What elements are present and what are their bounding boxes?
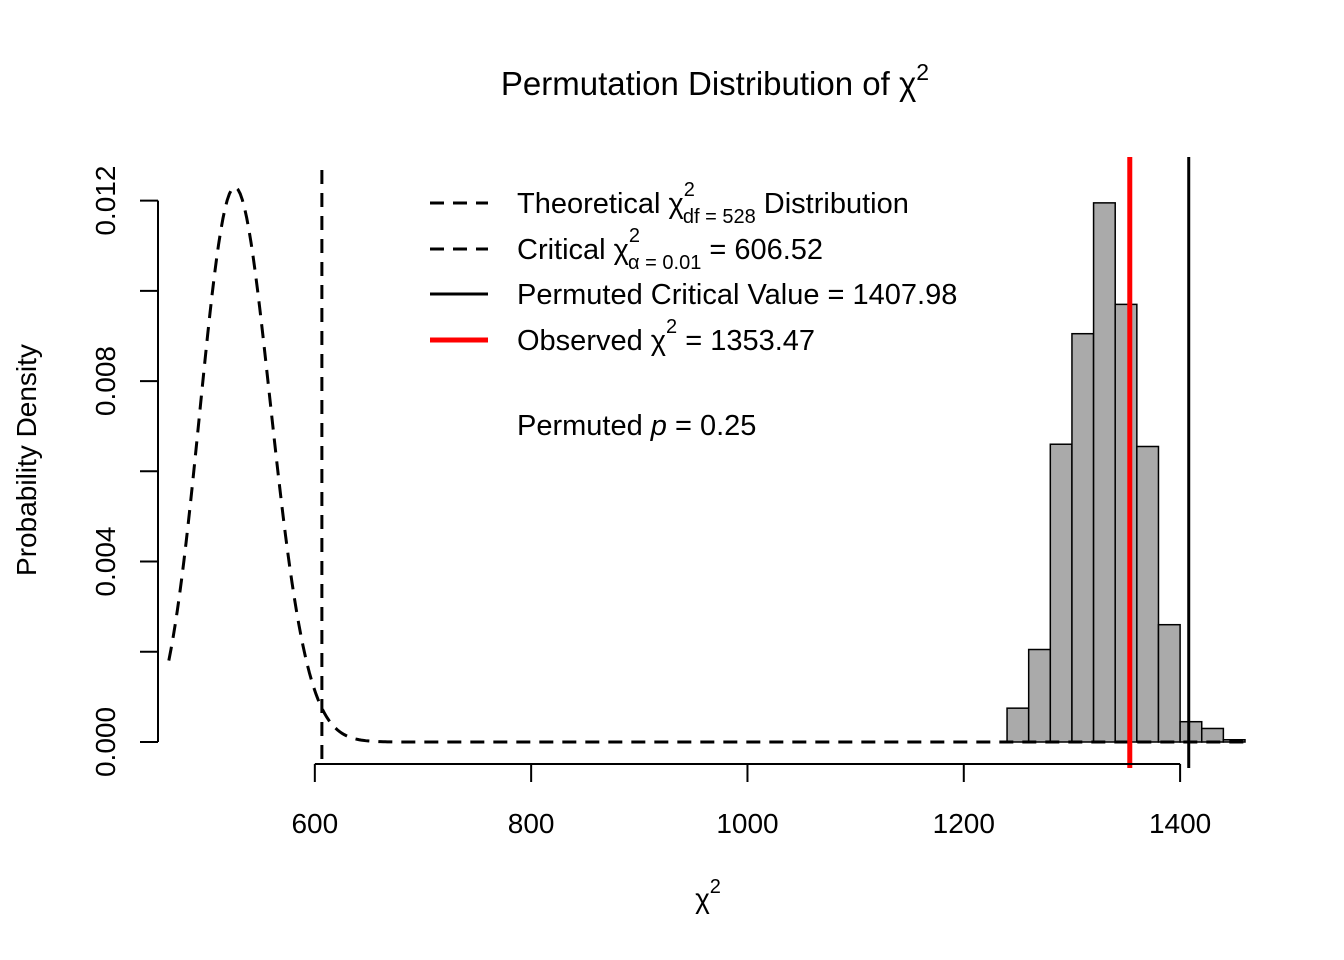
y-tick-label-4: 0.008 xyxy=(90,346,121,416)
histogram-bar-7 xyxy=(1157,623,1181,743)
y-tick-label-0: 0.000 xyxy=(90,707,121,777)
y-tick-label-2: 0.004 xyxy=(90,526,121,596)
legend-suffix-1: = 606.52 xyxy=(701,234,823,266)
theoretical-curve xyxy=(167,186,1244,744)
legend-prefix-2: Permuted Critical Value = 1407.98 xyxy=(517,279,957,311)
legend-symbol-3: χ xyxy=(651,325,666,357)
histogram-bar-8 xyxy=(1179,720,1203,743)
legend-prefix-3: Observed xyxy=(517,325,651,357)
legend-sub-1: α = 0.01 xyxy=(628,252,701,274)
x-tick-label-3: 1200 xyxy=(933,808,995,839)
histogram-bar-1 xyxy=(1027,648,1052,743)
annotation-italic: p xyxy=(650,410,667,442)
annotation-suffix: = 0.25 xyxy=(667,410,757,442)
legend-label-1: Critical χ2 α = 0.01 = 606.52 xyxy=(517,225,823,274)
histogram-bar-4 xyxy=(1092,202,1116,743)
histogram-bar-6 xyxy=(1136,445,1160,743)
y-axis-label: Probability Density xyxy=(11,344,42,576)
histogram-bar-3 xyxy=(1071,332,1095,743)
legend-suffix-3: = 1353.47 xyxy=(677,325,815,357)
histogram-bar-9 xyxy=(1200,727,1225,743)
legend-prefix-1: Critical xyxy=(517,234,614,266)
legend: Theoretical χ2 df = 528 DistributionCriti… xyxy=(430,179,957,442)
annotation-prefix: Permuted xyxy=(517,410,651,442)
legend-sup-3: 2 xyxy=(666,316,677,338)
x-axis-label: χ2 xyxy=(695,876,721,914)
legend-symbol-0: χ xyxy=(669,188,684,220)
x-tick-label-0: 600 xyxy=(291,808,338,839)
histogram-bar-5 xyxy=(1114,303,1138,743)
x-axis: 600 800 1000 1200 1400 xyxy=(291,763,1211,839)
x-tick-label-2: 1000 xyxy=(716,808,778,839)
legend-sub-0: df = 528 xyxy=(683,206,756,228)
permuted-p-annotation: Permuted p = 0.25 xyxy=(517,410,756,442)
x-tick-label-4: 1400 xyxy=(1149,808,1211,839)
legend-suffix-0: Distribution xyxy=(756,188,909,220)
legend-prefix-0: Theoretical xyxy=(517,188,669,220)
x-tick-label-1: 800 xyxy=(508,808,555,839)
histogram-bar-0 xyxy=(1006,707,1030,743)
y-axis: 0.000 0.004 0.008 0.012 xyxy=(90,166,159,777)
legend-label-3: Observed χ2 = 1353.47 xyxy=(517,316,815,357)
plot-area: 600 800 1000 1200 1400 0.000 0.004 0.008 0.012 Th… xyxy=(90,157,1246,839)
legend-label-0: Theoretical χ2 df = 528 Distribution xyxy=(517,179,909,228)
legend-symbol-1: χ xyxy=(614,234,629,266)
histogram-bar-2 xyxy=(1049,443,1073,743)
chart-title: Permutation Distribution of χ2 xyxy=(501,59,929,102)
legend-sup-0: 2 xyxy=(684,179,695,201)
y-tick-label-6: 0.012 xyxy=(90,166,121,236)
legend-label-2: Permuted Critical Value = 1407.98 xyxy=(517,279,957,311)
legend-sup-1: 2 xyxy=(629,225,640,247)
